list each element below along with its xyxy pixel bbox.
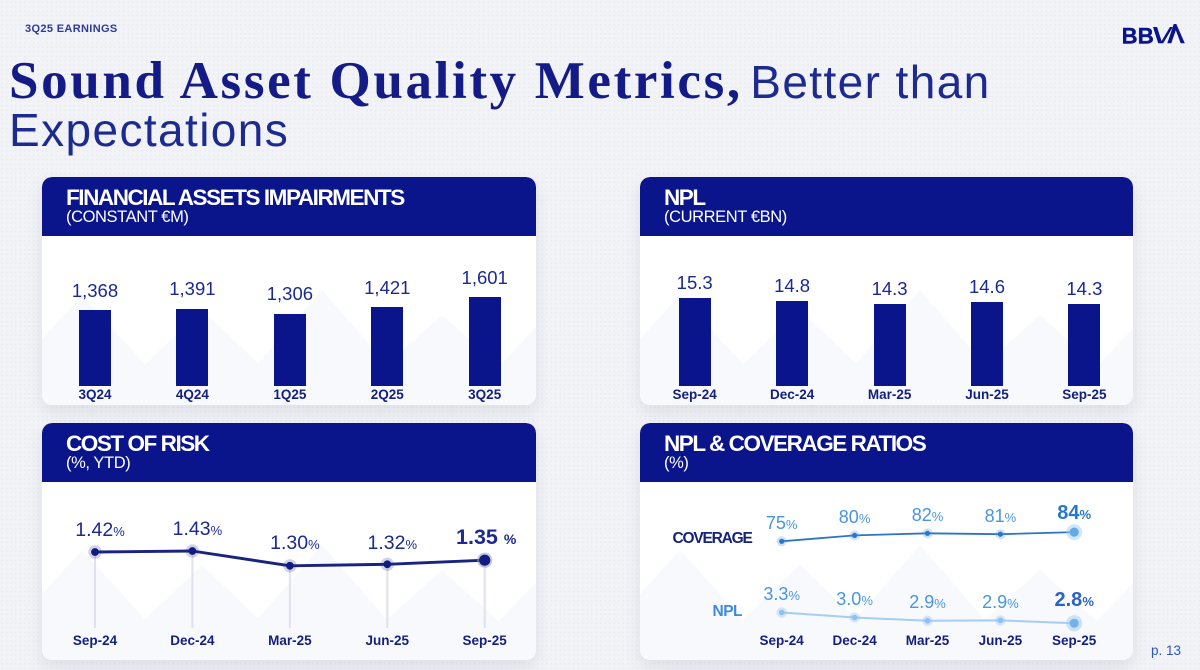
svg-text:BB: BB <box>1123 24 1154 45</box>
